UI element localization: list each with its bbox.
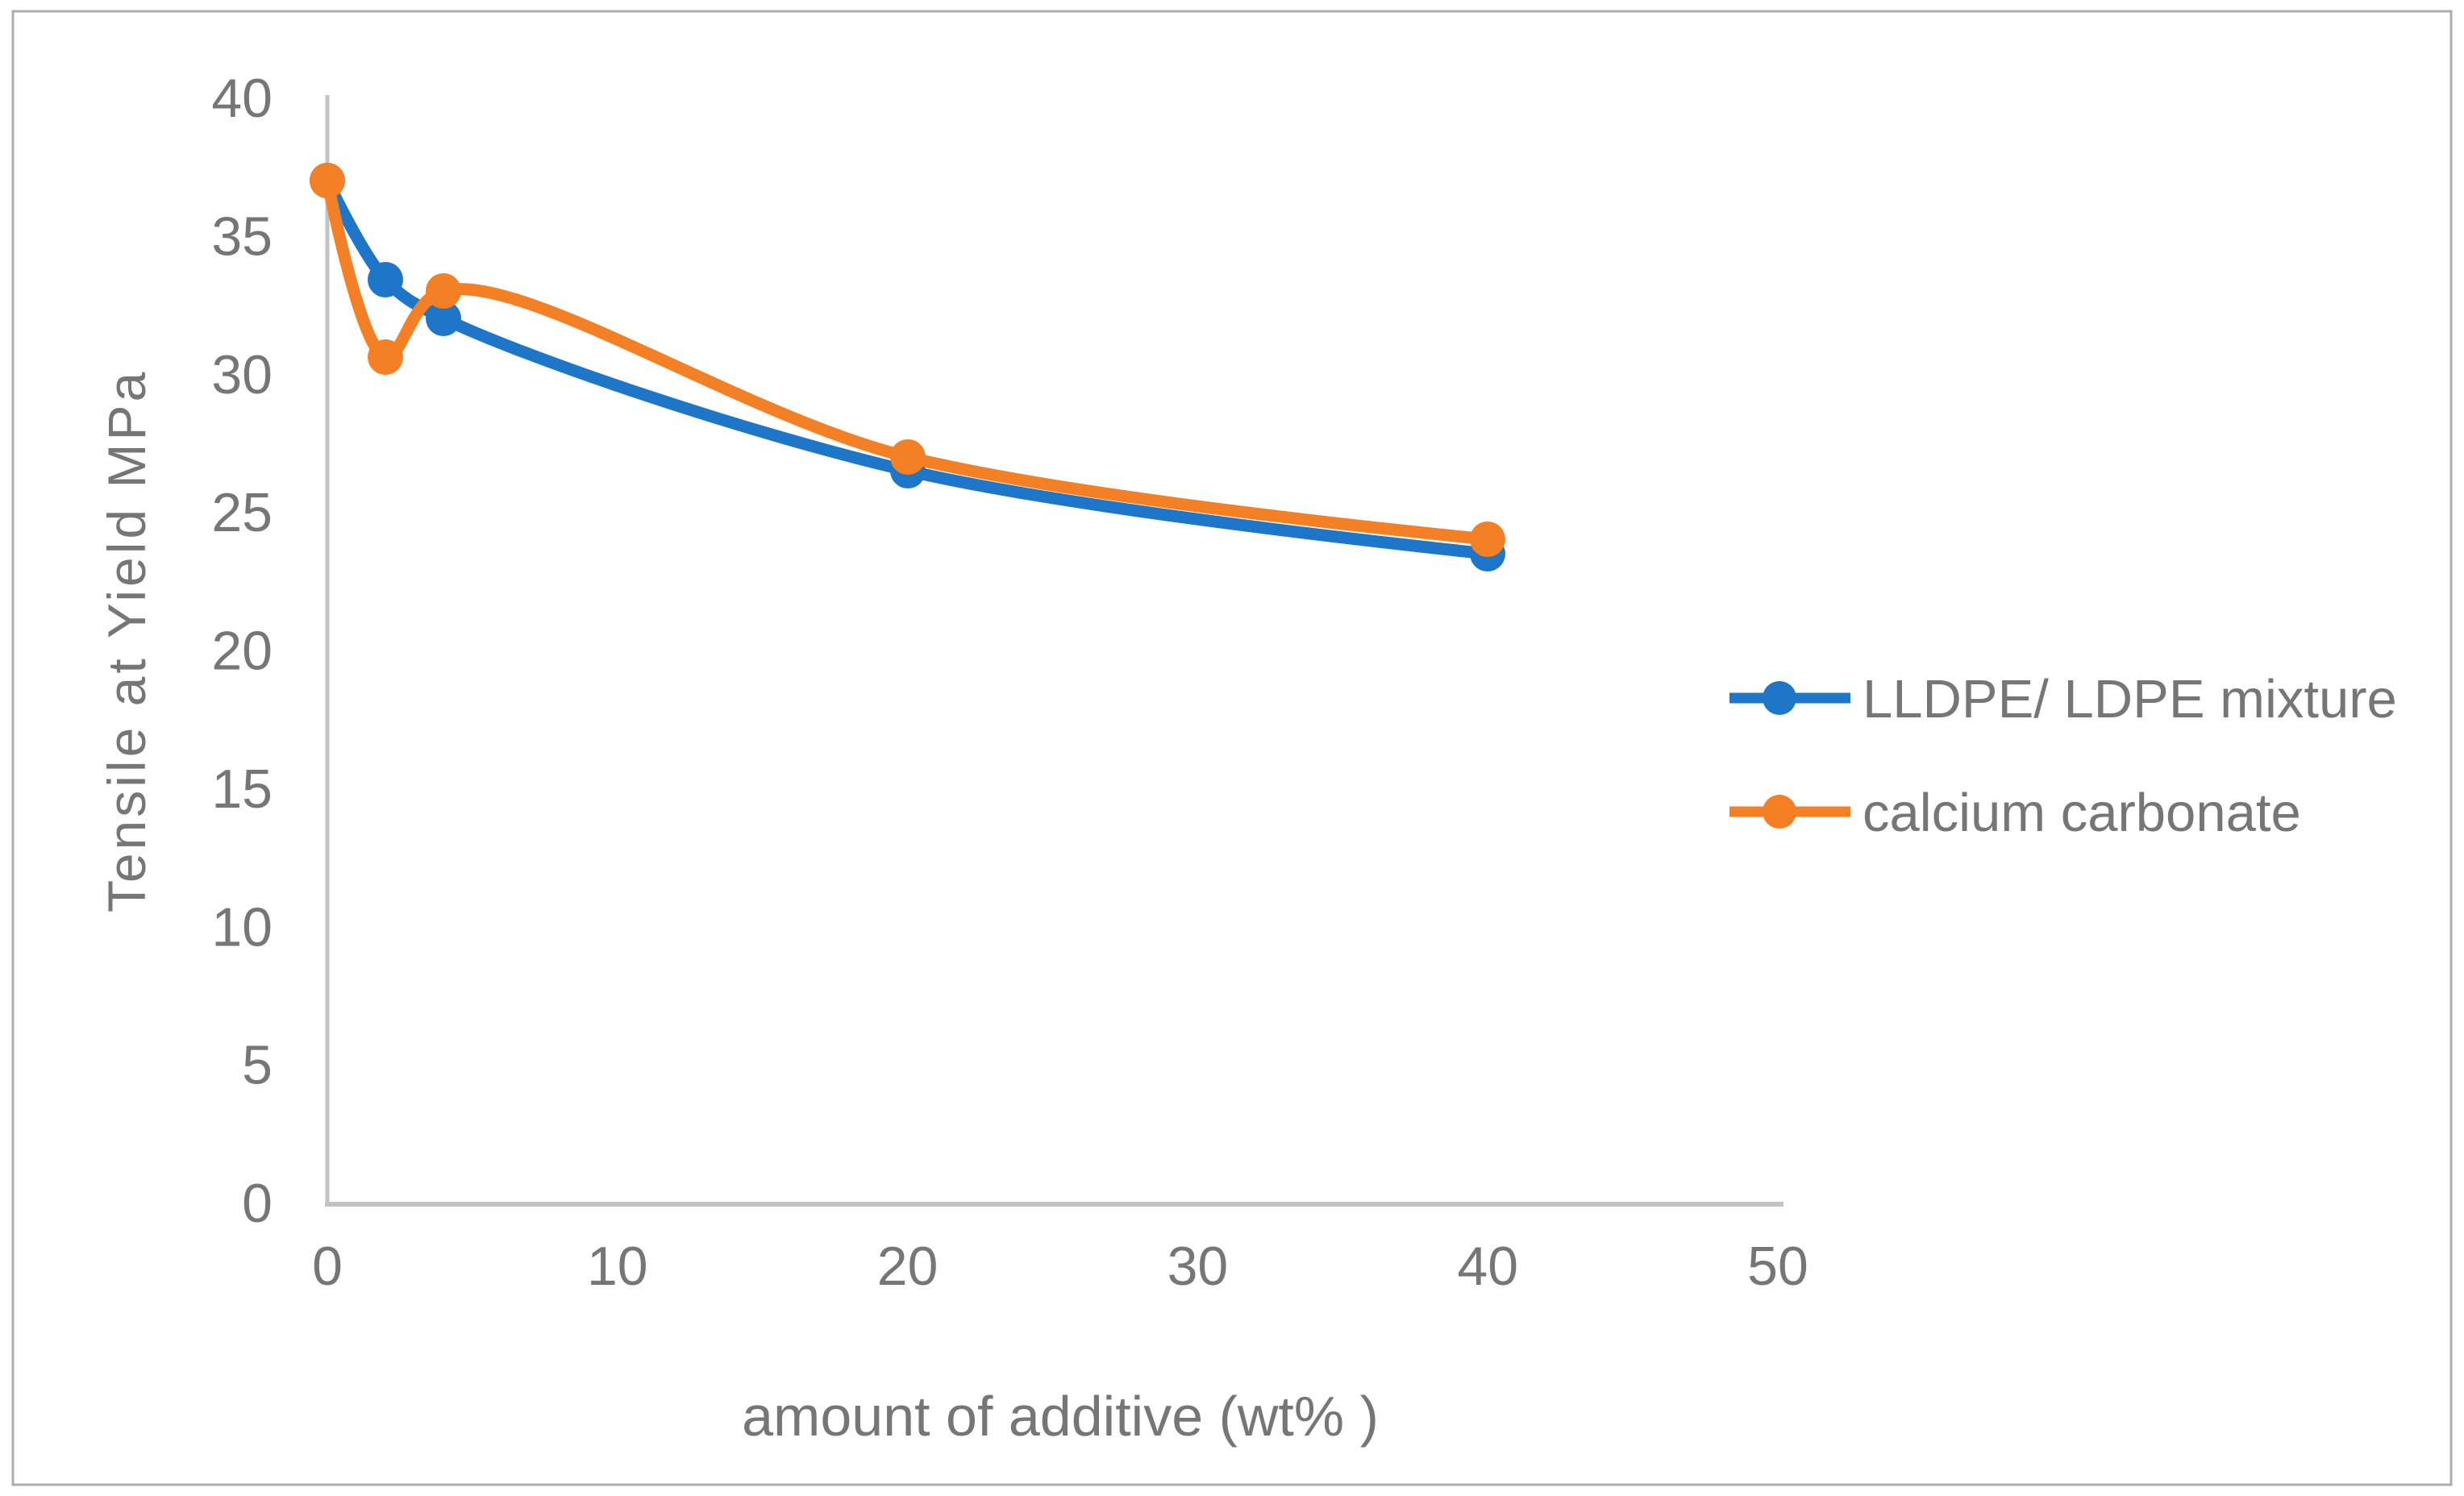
y-tick-label: 40 [211, 68, 273, 129]
y-tick-label: 35 [211, 206, 273, 267]
y-tick-label: 20 [211, 621, 273, 682]
legend-entry-lldpe-ldpe-mixture: LLDPE/ LDPE mixture [1729, 669, 2397, 729]
data-point-marker [890, 439, 926, 475]
chart-outer-border [11, 10, 2453, 1486]
data-series-layer [310, 163, 1505, 571]
legend-marker-icon-orange [1763, 795, 1796, 829]
y-axis-title: Tensile at Yield MPa [97, 369, 156, 912]
legend-entry-calcium-carbonate: calcium carbonate [1729, 783, 2301, 843]
series-line-lldpe-ldpe-mixture [321, 174, 1494, 560]
x-tick-label: 10 [587, 1236, 648, 1297]
data-point-marker [368, 262, 403, 297]
x-tick-label: 50 [1747, 1236, 1808, 1297]
x-tick-label: 0 [312, 1236, 343, 1297]
y-tick-label: 25 [211, 482, 273, 543]
y-tick-label: 0 [242, 1173, 273, 1234]
x-tick-label: 30 [1167, 1236, 1229, 1297]
y-tick-label: 10 [211, 896, 273, 958]
legend-label-lldpe-ldpe-mixture: LLDPE/ LDPE mixture [1863, 669, 2397, 729]
x-axis-title: amount of additive (wt% ) [742, 1385, 1379, 1448]
data-point-marker [426, 273, 461, 309]
data-point-marker [368, 339, 403, 375]
data-point-marker [310, 163, 345, 198]
y-tick-label: 5 [242, 1035, 273, 1096]
x-tick-label: 20 [877, 1236, 939, 1297]
legend-marker-icon-blue [1763, 681, 1796, 715]
data-point-marker [426, 301, 461, 336]
y-axis-tick-labels: 0 5 10 15 20 25 30 35 40 [211, 68, 273, 1234]
y-tick-label: 30 [211, 344, 273, 405]
legend-label-calcium-carbonate: calcium carbonate [1863, 783, 2301, 843]
legend: LLDPE/ LDPE mixture calcium carbonate [1729, 669, 2397, 843]
data-point-marker [1470, 522, 1505, 557]
x-tick-label: 40 [1457, 1236, 1518, 1297]
y-tick-label: 15 [211, 758, 273, 820]
x-axis-tick-labels: 0 10 20 30 40 50 [312, 1236, 1808, 1297]
